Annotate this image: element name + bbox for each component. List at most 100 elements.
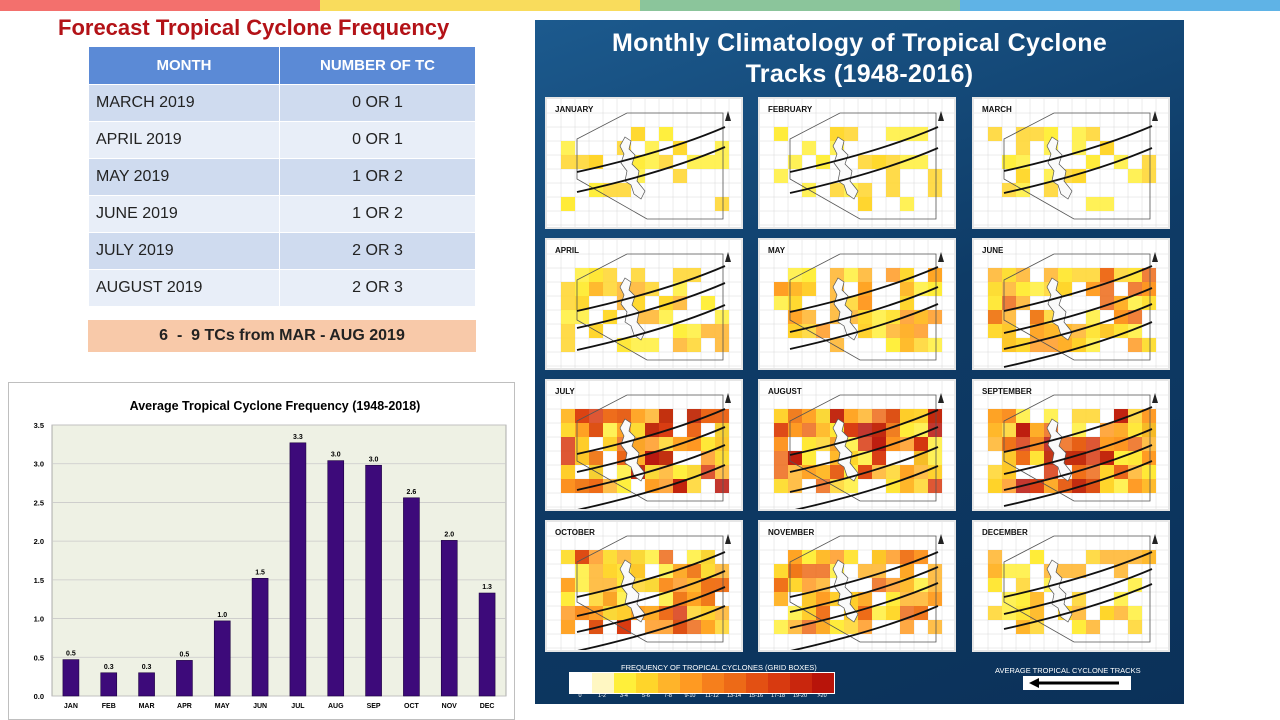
average-track-line xyxy=(789,582,939,629)
climatology-title-line1: Monthly Climatology of Tropical Cyclone xyxy=(611,29,1108,57)
data-label: 3.3 xyxy=(293,434,303,441)
frequency-grid-box xyxy=(1002,564,1016,578)
frequency-grid-box xyxy=(687,550,701,564)
frequency-grid-box xyxy=(872,606,886,620)
frequency-grid-box xyxy=(1086,127,1100,141)
table-header-row: MONTH NUMBER OF TC xyxy=(88,46,476,85)
month-map-label: NOVEMBER xyxy=(768,528,815,537)
legend-label: 19-20 xyxy=(792,693,808,699)
frequency-grid-box xyxy=(701,155,715,169)
frequency-grid-box xyxy=(1086,310,1100,324)
frequency-grid-box xyxy=(914,324,928,338)
month-map-label: FEBRUARY xyxy=(768,105,813,114)
frequency-grid-box xyxy=(1072,409,1086,423)
frequency-grid-box xyxy=(988,550,1002,564)
legend-swatch xyxy=(702,673,724,693)
frequency-grid-box xyxy=(645,409,659,423)
frequency-grid-box xyxy=(561,197,575,211)
month-map-january: JANUARY xyxy=(545,97,743,229)
frequency-grid-box xyxy=(645,155,659,169)
frequency-grid-box xyxy=(900,620,914,634)
frequency-grid-box xyxy=(788,268,802,282)
frequency-grid-box xyxy=(1086,155,1100,169)
frequency-grid-box xyxy=(802,437,816,451)
x-tick-label: JAN xyxy=(64,703,78,710)
tc-count-cell: 0 OR 1 xyxy=(279,84,476,122)
frequency-grid-box xyxy=(1128,437,1142,451)
par-boundary xyxy=(1003,535,1151,643)
frequency-grid-box xyxy=(988,578,1002,592)
average-track-line xyxy=(1003,583,1153,630)
frequency-grid-box xyxy=(561,592,575,606)
frequency-grid-box xyxy=(928,423,942,437)
frequency-grid-box xyxy=(561,437,575,451)
frequency-grid-box xyxy=(1016,141,1030,155)
bar xyxy=(62,659,80,697)
philippines-outline xyxy=(619,559,646,623)
frequency-grid-box xyxy=(1002,479,1016,493)
frequency-grid-box xyxy=(589,155,603,169)
frequency-grid-box xyxy=(659,451,673,465)
map-svg xyxy=(974,99,1168,227)
philippines-outline xyxy=(1046,559,1073,623)
month-map-may: MAY xyxy=(758,238,956,370)
map-svg xyxy=(760,381,954,509)
bar xyxy=(403,497,420,697)
frequency-grid-box xyxy=(844,423,858,437)
north-arrow-icon xyxy=(938,393,944,403)
chart-title: Average Tropical Cyclone Frequency (1948… xyxy=(130,399,421,413)
frequency-grid-box xyxy=(774,564,788,578)
frequency-grid-box xyxy=(1058,268,1072,282)
x-tick-label: NOV xyxy=(442,703,458,710)
frequency-grid-box xyxy=(858,409,872,423)
par-boundary xyxy=(576,535,724,643)
map-svg xyxy=(974,240,1168,368)
frequency-grid-box xyxy=(886,324,900,338)
frequency-grid-box xyxy=(802,451,816,465)
frequency-grid-box xyxy=(603,183,617,197)
frequency-grid-box xyxy=(1044,183,1058,197)
month-map-february: FEBRUARY xyxy=(758,97,956,229)
frequency-grid-box xyxy=(928,592,942,606)
average-track-line xyxy=(1003,303,1153,350)
map-svg xyxy=(974,381,1168,509)
frequency-grid-box xyxy=(914,592,928,606)
legend-label: 15-16 xyxy=(748,693,764,699)
map-svg xyxy=(547,99,741,227)
frequency-grid-box xyxy=(844,550,858,564)
legend-swatch xyxy=(812,673,834,693)
x-tick-label: MAR xyxy=(139,703,155,710)
frequency-grid-box xyxy=(816,324,830,338)
frequency-grid-box xyxy=(561,324,575,338)
frequency-grid-box xyxy=(561,310,575,324)
frequency-grid-box xyxy=(561,550,575,564)
tc-count-cell: 1 OR 2 xyxy=(279,195,476,233)
frequency-grid-box xyxy=(1016,592,1030,606)
frequency-grid-box xyxy=(900,578,914,592)
frequency-grid-box xyxy=(715,155,729,169)
data-label: 2.6 xyxy=(407,489,417,496)
accent-segment xyxy=(320,0,640,11)
frequency-grid-box xyxy=(1142,268,1156,282)
average-track-line xyxy=(789,446,939,493)
frequency-grid-box xyxy=(988,465,1002,479)
frequency-grid-box xyxy=(774,437,788,451)
frequency-grid-box xyxy=(1030,324,1044,338)
bar xyxy=(478,592,496,697)
frequency-grid-box xyxy=(788,296,802,310)
tc-count-cell: 1 OR 2 xyxy=(279,158,476,196)
frequency-grid-box xyxy=(1002,423,1016,437)
climatology-title-line2: Tracks (1948-2016) xyxy=(745,60,974,88)
month-map-october: OCTOBER xyxy=(545,520,743,652)
frequency-grid-box xyxy=(788,550,802,564)
north-arrow-icon xyxy=(1152,534,1158,544)
frequency-grid-box xyxy=(659,550,673,564)
map-svg xyxy=(760,522,954,650)
legend-label: 11-12 xyxy=(705,693,719,699)
frequency-grid-box xyxy=(886,465,900,479)
tc-count-cell: 0 OR 1 xyxy=(279,121,476,159)
frequency-grid-box xyxy=(701,324,715,338)
frequency-grid-box xyxy=(1030,606,1044,620)
frequency-grid-box xyxy=(1100,423,1114,437)
frequency-grid-box xyxy=(788,409,802,423)
